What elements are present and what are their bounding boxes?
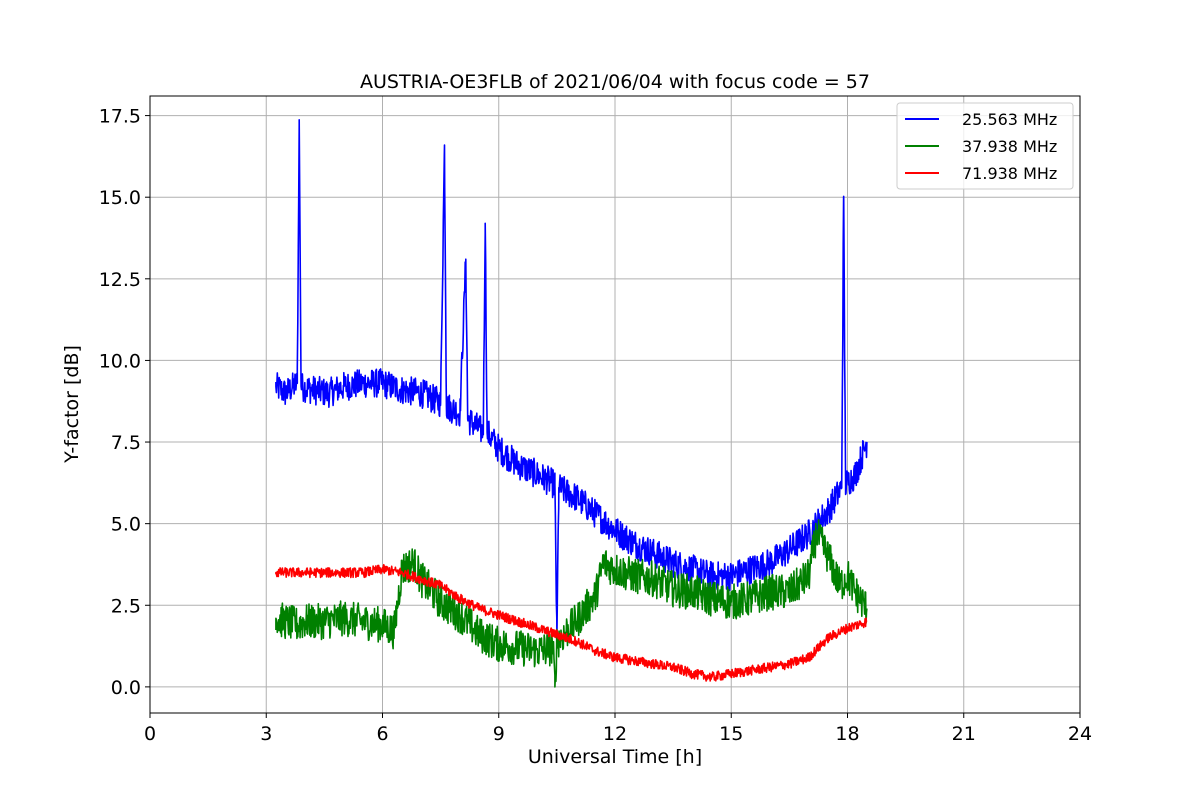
chart-title: AUSTRIA-OE3FLB of 2021/06/04 with focus … [360,71,870,93]
y-tick-label: 5.0 [111,514,141,536]
axis-ticks: 0 3 6 9 12 15 18 21 24 0.0 2.5 5.0 7.5 10.0 12.5 15.0 17… [99,106,1092,745]
y-tick-label: 15.0 [99,187,141,209]
x-tick-label: 6 [376,723,388,745]
x-tick-label: 9 [493,723,505,745]
plot-series [275,119,868,688]
legend-label-37mhz: 37.938 MHz [962,137,1057,156]
series-line-1 [275,519,868,688]
y-tick-label: 12.5 [99,269,141,291]
series-line-0 [275,119,868,639]
legend-box [896,102,1074,190]
x-tick-label: 0 [144,723,156,745]
x-tick-label: 24 [1068,723,1092,745]
x-tick-label: 3 [260,723,272,745]
y-tick-label: 0.0 [111,677,141,699]
y-tick-label: 17.5 [99,106,141,128]
y-axis-label: Y-factor [dB] [61,345,83,464]
x-tick-label: 12 [603,723,627,745]
y-tick-label: 2.5 [111,595,141,617]
legend: 25.563 MHz 37.938 MHz 71.938 MHz [896,102,1074,190]
legend-label-71mhz: 71.938 MHz [962,164,1057,183]
x-tick-label: 18 [835,723,859,745]
y-tick-label: 10.0 [99,350,141,372]
x-tick-label: 21 [952,723,976,745]
series-line-2 [275,563,868,682]
x-tick-label: 15 [719,723,743,745]
legend-label-25mhz: 25.563 MHz [962,110,1057,129]
y-tick-label: 7.5 [111,432,141,454]
x-axis-label: Universal Time [h] [528,746,702,768]
